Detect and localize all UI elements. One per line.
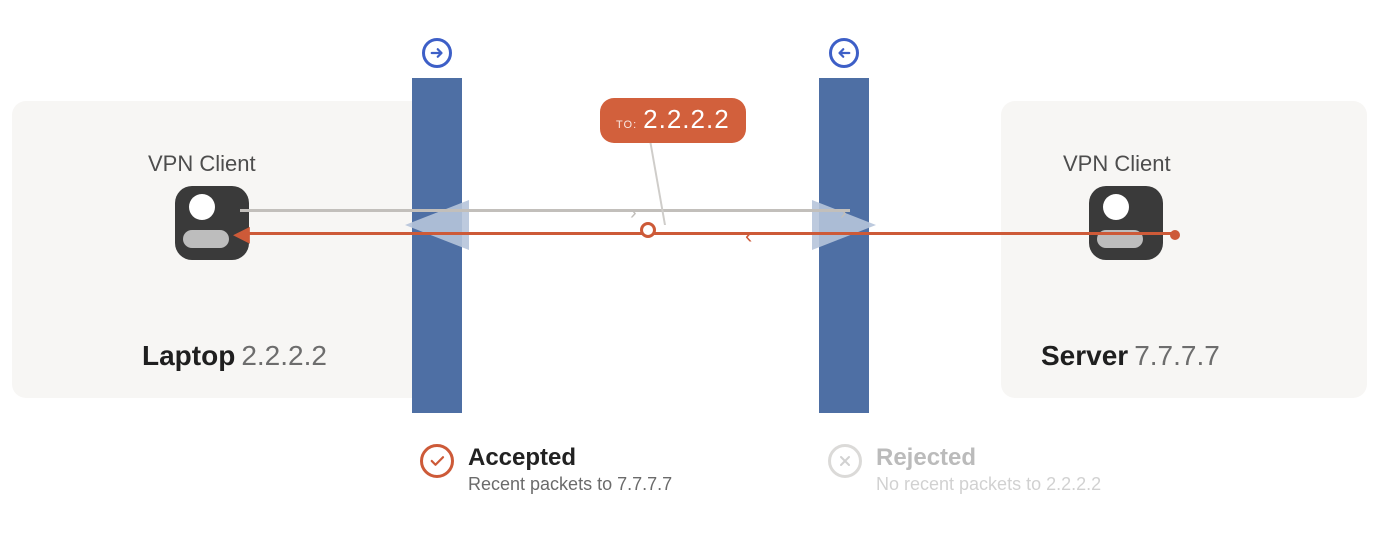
- vpn-client-label: VPN Client: [148, 151, 256, 177]
- arrow-left-icon: ◀: [233, 223, 250, 245]
- host-ip: 7.7.7.7: [1134, 340, 1220, 371]
- packet-path-outbound: › ›: [240, 209, 850, 212]
- status-title: Accepted: [468, 444, 672, 472]
- check-circle-icon: [420, 444, 454, 478]
- status-subtitle: Recent packets to 7.7.7.7: [468, 474, 672, 495]
- arrow-ring-left-icon: [829, 38, 859, 68]
- host-label: Laptop2.2.2.2: [142, 340, 327, 372]
- status-subtitle: No recent packets to 2.2.2.2: [876, 474, 1101, 495]
- packet-label-anchor: [640, 222, 656, 238]
- chevron-left-icon: ‹: [745, 225, 752, 247]
- status-rejected: Rejected No recent packets to 2.2.2.2: [828, 444, 1101, 495]
- x-circle-icon: [828, 444, 862, 478]
- host-ip: 2.2.2.2: [241, 340, 327, 371]
- packet-destination-badge: TO: 2.2.2.2: [600, 98, 746, 143]
- badge-label: TO:: [616, 119, 637, 131]
- chevron-right-icon: ›: [630, 203, 637, 223]
- diagram-stage: VPN Client Laptop2.2.2.2 VPN Client Serv…: [0, 0, 1379, 538]
- packet-path-return: ‹: [240, 232, 1175, 235]
- host-label: Server7.7.7.7: [1041, 340, 1220, 372]
- chevron-right-icon: ›: [840, 203, 847, 223]
- status-title: Rejected: [876, 444, 1101, 472]
- host-name: Laptop: [142, 340, 235, 371]
- badge-ip: 2.2.2.2: [643, 104, 730, 135]
- vpn-client-icon: [1089, 186, 1163, 260]
- firewall-right: [819, 78, 869, 413]
- packet-label-connector: [649, 140, 704, 225]
- packet-origin-dot: [1170, 230, 1180, 240]
- vpn-client-label: VPN Client: [1063, 151, 1171, 177]
- arrow-ring-right-icon: [422, 38, 452, 68]
- status-accepted: Accepted Recent packets to 7.7.7.7: [420, 444, 672, 495]
- firewall-left: [412, 78, 462, 413]
- node-server: VPN Client Server7.7.7.7: [1001, 101, 1367, 398]
- node-laptop: VPN Client Laptop2.2.2.2: [12, 101, 459, 398]
- host-name: Server: [1041, 340, 1128, 371]
